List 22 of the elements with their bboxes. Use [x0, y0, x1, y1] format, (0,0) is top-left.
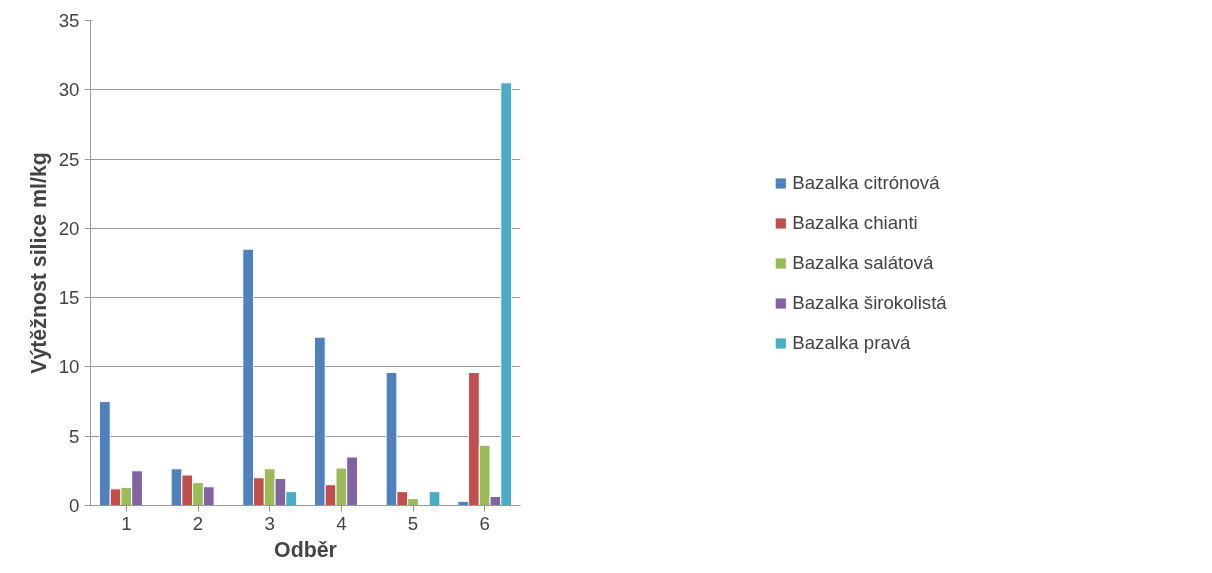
x-axis-title: Odběr — [274, 537, 337, 562]
x-tick-label: 4 — [336, 512, 347, 534]
y-axis-title: Výtěžnost silice ml/kg — [26, 152, 51, 374]
legend-label: Bazalka salátová — [792, 251, 934, 274]
y-tick-label: 25 — [58, 148, 80, 170]
y-tick-label: 35 — [58, 10, 80, 31]
legend-label: Bazalka pravá — [792, 331, 911, 354]
y-tick-label: 0 — [69, 495, 80, 516]
legend-label: Bazalka chianti — [792, 211, 918, 234]
legend-label: Bazalka širokolistá — [792, 291, 947, 314]
y-tick-label: 20 — [58, 217, 80, 239]
x-tick-label: 3 — [264, 512, 275, 534]
legend-label: Bazalka citrónová — [792, 171, 940, 194]
y-tick-label: 30 — [58, 79, 80, 101]
y-tick-label: 10 — [58, 356, 80, 378]
y-tick-label: 5 — [69, 425, 80, 447]
x-tick-label: 2 — [192, 512, 204, 534]
bar — [428, 491, 441, 506]
x-tick-label: 5 — [407, 512, 419, 534]
x-tick-label: 1 — [121, 512, 132, 534]
y-tick-label: 15 — [58, 287, 80, 309]
x-tick-label: 6 — [479, 512, 490, 534]
